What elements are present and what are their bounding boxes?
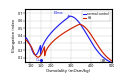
X-axis label: Osmolality (mOsm/kg): Osmolality (mOsm/kg) [46, 69, 90, 73]
Y-axis label: Elongation index: Elongation index [12, 19, 16, 52]
Text: O$_{\mathregular{hyp}}$: O$_{\mathregular{hyp}}$ [98, 57, 107, 64]
Text: EI$_{\mathregular{max}}$: EI$_{\mathregular{max}}$ [52, 10, 69, 17]
Legend: normal control, HS: normal control, HS [82, 11, 109, 21]
Text: O$_{\mathregular{min}}$: O$_{\mathregular{min}}$ [35, 56, 44, 64]
